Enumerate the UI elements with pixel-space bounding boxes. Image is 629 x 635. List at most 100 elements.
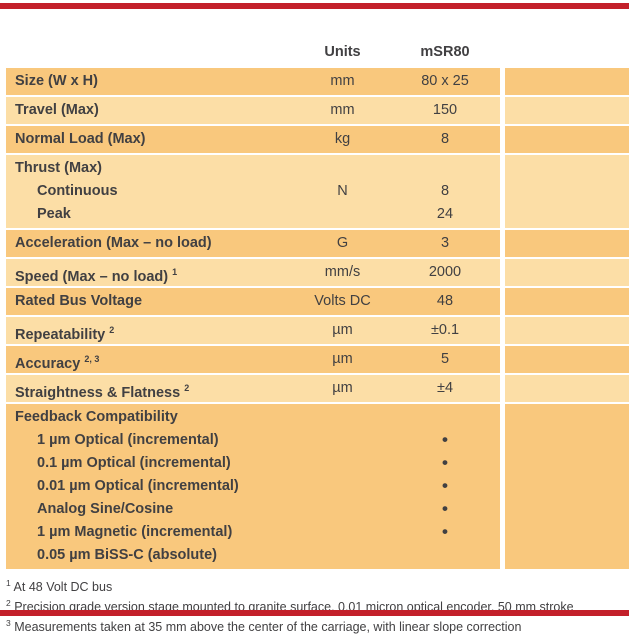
column-divider (500, 288, 505, 315)
next-column-sliver (505, 317, 629, 344)
spec-row-main: Speed (Max – no load) 1 mm/s 2000 (6, 259, 500, 286)
row-units (295, 521, 390, 544)
row-value (390, 157, 500, 180)
spec-row-main: Feedback Compatibility 1 µm Optical (incr… (6, 404, 500, 569)
footnote-marker: 3 (6, 618, 11, 629)
column-divider (500, 97, 505, 124)
spec-line: Size (W x H) mm 80 x 25 (6, 70, 500, 93)
column-divider (500, 68, 505, 95)
row-units: mm (330, 102, 355, 118)
spec-row: Thrust (Max) Continuous N 8 Peak 24 (6, 155, 629, 228)
column-divider (500, 346, 505, 373)
bullet-dot: • (442, 453, 448, 472)
spec-line: Feedback Compatibility (6, 406, 500, 429)
bullet-dot: • (442, 430, 448, 449)
spec-row: Feedback Compatibility 1 µm Optical (incr… (6, 404, 629, 569)
spec-line: Normal Load (Max) kg 8 (6, 128, 500, 151)
row-label: Travel (Max) (15, 102, 99, 118)
spec-row: Rated Bus Voltage Volts DC 48 (6, 288, 629, 315)
row-units: Volts DC (314, 293, 371, 309)
next-column-sliver (505, 288, 629, 315)
bottom-rule (0, 610, 629, 616)
spec-line: Straightness & Flatness 2 µm ±4 (6, 377, 500, 401)
row-units: mm (330, 73, 355, 89)
spec-line: Peak 24 (6, 203, 500, 226)
column-divider (500, 317, 505, 344)
footnote-text: Measurements taken at 35 mm above the ce… (14, 620, 522, 635)
bullet-dot: • (442, 522, 448, 541)
spec-row: Speed (Max – no load) 1 mm/s 2000 (6, 259, 629, 286)
row-units: N (337, 183, 348, 199)
row-units: kg (334, 131, 351, 147)
next-column-sliver (505, 97, 629, 124)
spec-line: Acceleration (Max – no load) G 3 (6, 232, 500, 255)
spec-line: Thrust (Max) (6, 157, 500, 180)
spec-row-main: Thrust (Max) Continuous N 8 Peak 24 (6, 155, 500, 228)
row-units (295, 452, 390, 475)
column-header-model: mSR80 (420, 44, 470, 60)
next-column-sliver (505, 230, 629, 257)
spec-table-body: Size (W x H) mm 80 x 25 Travel (Max) mm 150 No… (0, 68, 629, 569)
bullet-dot: • (442, 499, 448, 518)
spec-row: Size (W x H) mm 80 x 25 (6, 68, 629, 95)
row-label: Repeatability 2 (15, 325, 115, 343)
spec-row-main: Rated Bus Voltage Volts DC 48 (6, 288, 500, 315)
row-label: Acceleration (Max – no load) (15, 235, 212, 251)
row-units (295, 429, 390, 452)
spec-row-main: Straightness & Flatness 2 µm ±4 (6, 375, 500, 402)
spec-line: 1 µm Magnetic (incremental) • (6, 521, 500, 544)
row-label: 1 µm Magnetic (incremental) (37, 524, 233, 540)
spec-row: Travel (Max) mm 150 (6, 97, 629, 124)
spec-row: Acceleration (Max – no load) G 3 (6, 230, 629, 257)
column-divider (500, 259, 505, 286)
row-label: 0.1 µm Optical (incremental) (37, 455, 231, 471)
row-label: Analog Sine/Cosine (37, 501, 174, 517)
footnote-text: At 48 Volt DC bus (13, 580, 113, 595)
column-divider (500, 375, 505, 402)
spec-line: Analog Sine/Cosine • (6, 498, 500, 521)
spec-line: 0.05 µm BiSS-C (absolute) (6, 544, 500, 567)
column-divider (500, 230, 505, 257)
column-divider (500, 126, 505, 153)
spec-line: Continuous N 8 (6, 180, 500, 203)
row-value: 80 x 25 (421, 73, 469, 89)
next-column-sliver (505, 346, 629, 373)
row-value: ±4 (436, 380, 454, 396)
spec-row-main: Acceleration (Max – no load) G 3 (6, 230, 500, 257)
next-column-sliver (505, 68, 629, 95)
row-value: 150 (432, 102, 458, 118)
spec-row: Repeatability 2 µm ±0.1 (6, 317, 629, 344)
next-column-sliver (505, 126, 629, 153)
row-label: 1 µm Optical (incremental) (37, 432, 219, 448)
footnotes: 1 At 48 Volt DC bus 2 Precision grade ve… (6, 576, 618, 635)
next-column-sliver (505, 259, 629, 286)
row-value: 5 (440, 351, 450, 367)
row-label: Size (W x H) (15, 73, 98, 89)
row-units (295, 203, 390, 226)
top-rule (0, 3, 629, 9)
row-value: 2000 (428, 264, 462, 280)
next-column-sliver (505, 155, 629, 228)
spec-line: Accuracy 2, 3 µm 5 (6, 348, 500, 372)
row-label: Straightness & Flatness 2 (15, 383, 190, 401)
row-value (390, 544, 500, 567)
spec-line: 0.01 µm Optical (incremental) • (6, 475, 500, 498)
row-units (295, 498, 390, 521)
row-label: 0.01 µm Optical (incremental) (37, 478, 239, 494)
footnote-reference: 1 (172, 267, 178, 277)
row-label: Continuous (37, 183, 118, 199)
spec-row: Normal Load (Max) kg 8 (6, 126, 629, 153)
footnote: 3 Measurements taken at 35 mm above the … (6, 616, 618, 635)
next-column-sliver (505, 375, 629, 402)
spec-row-main: Accuracy 2, 3 µm 5 (6, 346, 500, 373)
row-label: Normal Load (Max) (15, 131, 146, 147)
row-value: 3 (440, 235, 450, 251)
footnote-marker: 2 (6, 598, 11, 609)
row-value: ±0.1 (430, 322, 460, 338)
row-label: Thrust (Max) (15, 160, 102, 176)
row-label: 0.05 µm BiSS-C (absolute) (37, 547, 217, 563)
row-units (295, 544, 390, 567)
row-units: µm (332, 351, 353, 367)
row-label: Speed (Max – no load) 1 (15, 267, 178, 285)
row-value (390, 406, 500, 429)
